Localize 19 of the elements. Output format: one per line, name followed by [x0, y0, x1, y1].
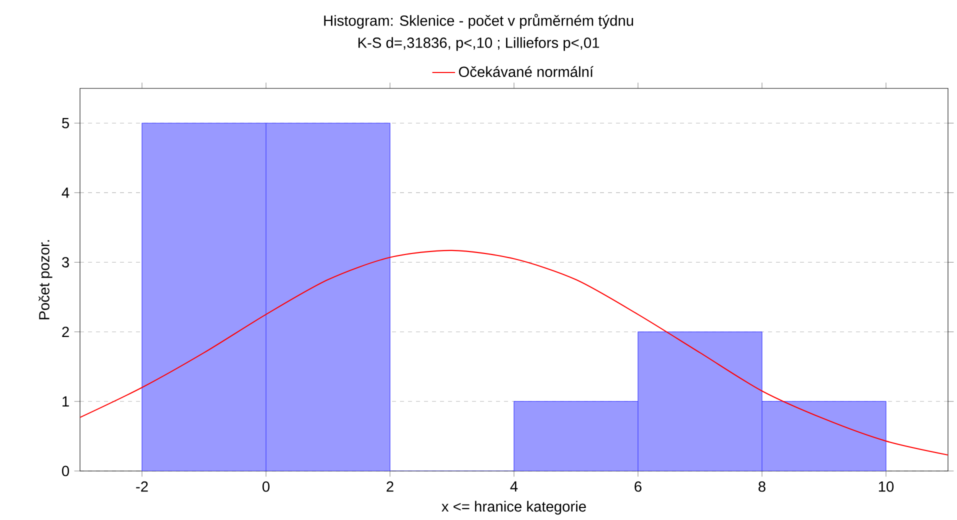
line-series — [80, 250, 948, 456]
chart-subtitle: K-S d=,31836, p<,10 ; Lilliefors p<,01 — [358, 37, 600, 51]
chart-title: Histogram: Sklenice - počet v průměrném týdnu — [324, 14, 634, 29]
x-axis-title: x <= hranice kategorie — [442, 500, 586, 515]
y-tick-label: 0 — [62, 466, 70, 476]
legend-label: Očekávané normální — [458, 66, 594, 78]
x-tick-label: 6 — [634, 481, 642, 492]
y-tick-label: 4 — [62, 188, 70, 198]
y-tick-label: 2 — [62, 326, 69, 337]
x-tick-label: 0 — [262, 481, 270, 492]
y-tick-label: 1 — [62, 396, 69, 406]
y-tick-label: 5 — [62, 118, 69, 128]
x-tick-label: 2 — [386, 481, 394, 492]
x-tick-label: 10 — [878, 481, 894, 492]
y-axis-title: Počet pozor. — [38, 240, 52, 320]
x-tick-label: 8 — [758, 481, 766, 492]
x-tick-label: 4 — [510, 481, 518, 492]
x-tick-label: -2 — [136, 481, 148, 492]
y-tick-label: 3 — [62, 257, 69, 268]
